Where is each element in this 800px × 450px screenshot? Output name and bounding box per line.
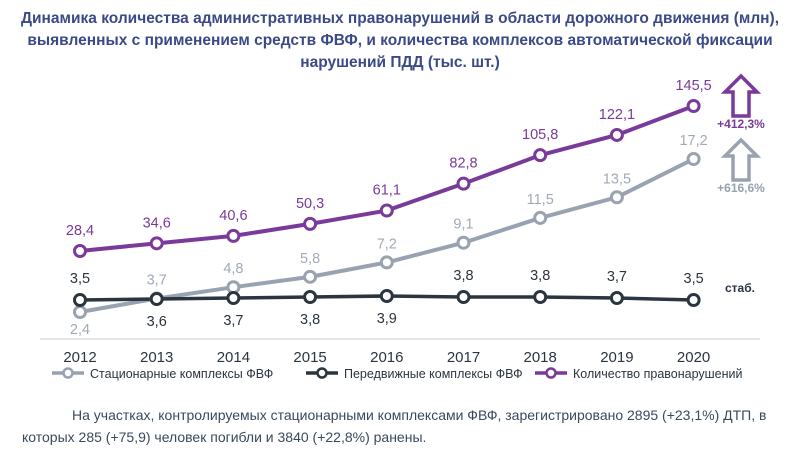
footnote-text: На участках, контролируемых стационарным… bbox=[22, 407, 767, 445]
x-tick-labels: 2012 2013 2014 2015 2016 2017 2018 2019 2020 bbox=[63, 349, 710, 366]
mobile-point-2019 bbox=[609, 291, 624, 305]
stationary-data-label-2015: 5,8 bbox=[300, 251, 320, 267]
mobile-data-label-2018: 3,8 bbox=[530, 268, 550, 284]
x-tick-label-2012: 2012 bbox=[63, 349, 96, 366]
mobile-data-label-2016: 3,9 bbox=[377, 311, 397, 327]
stationary-point-2018 bbox=[533, 210, 548, 225]
stationary-point-2019 bbox=[609, 190, 624, 205]
stationary-data-label-2018: 11,5 bbox=[527, 192, 554, 208]
mobile-point-2012 bbox=[73, 293, 87, 307]
data-labels: 28,4 34,6 40,6 50,3 61,1 82,8 105,8 122,1 145,5 2… bbox=[66, 78, 712, 338]
x-tick-label-2013: 2013 bbox=[140, 349, 173, 366]
offenses-series-line bbox=[78, 104, 696, 253]
legend-label: Количество правонарушений bbox=[573, 367, 743, 381]
x-tick-label-2014: 2014 bbox=[217, 349, 250, 366]
legend-swatch-marker bbox=[316, 367, 328, 379]
offenses-point-2014 bbox=[226, 228, 241, 243]
stationary-data-label-2017: 9,1 bbox=[453, 217, 473, 233]
x-tick-label-2015: 2015 bbox=[293, 349, 326, 366]
mobile-data-label-2015: 3,8 bbox=[300, 312, 320, 328]
offenses-point-2020 bbox=[686, 99, 701, 113]
x-tick-label-2019: 2019 bbox=[600, 349, 633, 366]
stationary-point-2020 bbox=[686, 152, 701, 166]
mobile-point-2015 bbox=[303, 290, 318, 304]
offenses-growth-arrow-icon bbox=[720, 73, 762, 118]
mobile-point-2017 bbox=[456, 290, 471, 304]
legend-item-stationary: Стационарные комплексы ФВФ bbox=[52, 367, 273, 381]
legend-item-mobile: Передвижные комплексы ФВФ bbox=[306, 367, 523, 381]
stationary-point-2016 bbox=[379, 255, 394, 270]
offenses-data-label-2014: 40,6 bbox=[219, 208, 247, 224]
mobile-point-2020 bbox=[686, 293, 701, 307]
mobile-data-label-2019: 3,7 bbox=[607, 269, 627, 285]
mobile-point-2016 bbox=[379, 289, 394, 303]
offenses-point-2018 bbox=[533, 148, 548, 163]
mobile-point-2018 bbox=[533, 290, 548, 304]
mobile-point-2014 bbox=[226, 291, 241, 305]
legend-item-offenses: Количество правонарушений bbox=[535, 367, 743, 381]
legend-label: Передвижные комплексы ФВФ bbox=[344, 367, 523, 381]
growth-annotations: +412,3% +616,6% стаб. bbox=[717, 73, 765, 295]
legend-swatch-marker bbox=[62, 367, 74, 379]
offenses-growth-label: +412,3% bbox=[717, 117, 765, 131]
mobile-point-2013 bbox=[149, 292, 164, 306]
stationary-data-label-2013: 3,7 bbox=[147, 273, 167, 289]
stationary-point-2012 bbox=[73, 305, 87, 319]
x-tick-label-2017: 2017 bbox=[447, 349, 480, 366]
offenses-point-2019 bbox=[609, 127, 624, 142]
offenses-data-label-2019: 122,1 bbox=[599, 107, 635, 123]
mobile-data-label-2014: 3,7 bbox=[223, 313, 243, 329]
legend: Стационарные комплексы ФВФ Передвижные ко… bbox=[52, 367, 743, 381]
stationary-point-2015 bbox=[303, 269, 318, 284]
offenses-data-label-2015: 50,3 bbox=[296, 196, 324, 212]
mobile-data-label-2020: 3,5 bbox=[684, 271, 704, 287]
offenses-point-2015 bbox=[303, 216, 318, 231]
offenses-point-2012 bbox=[73, 244, 87, 258]
offenses-point-2017 bbox=[456, 176, 471, 191]
stationary-growth-label: +616,6% bbox=[717, 181, 765, 195]
mobile-status-label: стаб. bbox=[725, 281, 755, 295]
mobile-data-label-2017: 3,8 bbox=[453, 268, 473, 284]
offenses-data-label-2020: 145,5 bbox=[675, 78, 711, 94]
stationary-data-label-2020: 17,2 bbox=[679, 133, 707, 149]
x-tick-label-2018: 2018 bbox=[524, 349, 557, 366]
legend-swatch-marker bbox=[545, 367, 557, 379]
stationary-data-label-2012: 2,4 bbox=[70, 322, 90, 338]
legend-label: Стационарные комплексы ФВФ bbox=[90, 367, 273, 381]
x-tick-label-2020: 2020 bbox=[677, 349, 710, 366]
stationary-point-2017 bbox=[456, 235, 471, 250]
x-tick-label-2016: 2016 bbox=[370, 349, 403, 366]
mobile-data-label-2012: 3,5 bbox=[70, 271, 90, 287]
offenses-data-label-2018: 105,8 bbox=[522, 127, 558, 143]
offenses-data-label-2017: 82,8 bbox=[449, 156, 477, 172]
offenses-data-label-2013: 34,6 bbox=[143, 215, 171, 231]
series-points bbox=[73, 99, 701, 319]
stationary-data-label-2019: 13,5 bbox=[603, 171, 631, 187]
offenses-point-2016 bbox=[379, 203, 394, 218]
stationary-data-label-2014: 4,8 bbox=[223, 261, 243, 277]
offenses-point-2013 bbox=[149, 236, 164, 251]
offenses-data-label-2012: 28,4 bbox=[66, 223, 94, 239]
stationary-growth-arrow-icon bbox=[720, 137, 762, 182]
offenses-data-label-2016: 61,1 bbox=[373, 183, 401, 199]
mobile-data-label-2013: 3,6 bbox=[147, 314, 167, 330]
chart-title: Динамика количества административных пра… bbox=[20, 10, 780, 71]
stationary-data-label-2016: 7,2 bbox=[377, 236, 397, 252]
